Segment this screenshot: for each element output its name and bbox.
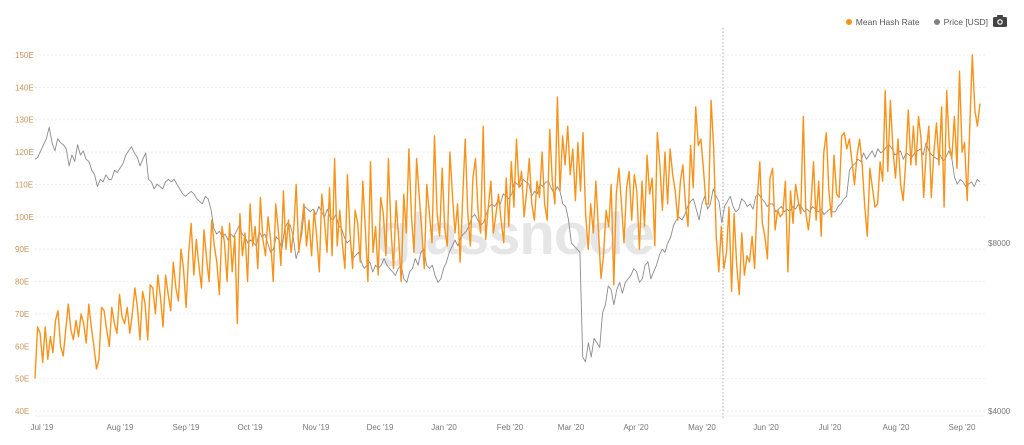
y2-tick-label: $4000 xyxy=(988,407,1011,416)
legend-item-hash-rate[interactable]: Mean Hash Rate xyxy=(845,17,920,27)
x-tick-label: Dec '19 xyxy=(367,423,394,432)
x-tick-label: May '20 xyxy=(688,423,716,432)
price-dot-icon xyxy=(933,19,940,25)
y-tick-label: 70E xyxy=(15,310,29,319)
y-tick-label: 120E xyxy=(15,148,34,157)
legend-label-hash-rate: Mean Hash Rate xyxy=(855,17,920,27)
x-tick-label: Sep '20 xyxy=(949,423,976,432)
y-tick-label: 60E xyxy=(15,342,29,351)
export-image-button[interactable] xyxy=(992,14,1008,28)
y-tick-label: 150E xyxy=(15,51,34,60)
hash-rate-dot-icon xyxy=(845,19,852,25)
y-axis-left: 40E 50E 60E 70E 80E 90E 100E 110E 120E 130E 140E 15… xyxy=(15,51,34,416)
x-tick-label: Jul '20 xyxy=(819,423,842,432)
x-tick-label: Jan '20 xyxy=(431,423,457,432)
y-tick-label: 140E xyxy=(15,83,34,92)
y-tick-label: 40E xyxy=(15,407,29,416)
x-tick-label: Apr '20 xyxy=(623,423,649,432)
x-tick-label: Oct '19 xyxy=(237,423,263,432)
legend-label-price: Price [USD] xyxy=(943,17,988,27)
y-tick-label: 110E xyxy=(15,180,33,189)
x-tick-label: Aug '19 xyxy=(107,423,134,432)
hash-rate-series-line[interactable] xyxy=(34,54,981,379)
y-tick-label: 80E xyxy=(15,278,29,287)
y-tick-label: 90E xyxy=(15,245,29,254)
x-axis: Jul '19 Aug '19 Sep '19 Oct '19 Nov '19 Dec '… xyxy=(31,415,985,432)
camera-icon xyxy=(993,15,1007,27)
x-tick-label: Mar '20 xyxy=(558,423,585,432)
x-tick-label: Jun '20 xyxy=(753,423,779,432)
legend-item-price[interactable]: Price [USD] xyxy=(933,17,988,27)
y-tick-label: 100E xyxy=(15,213,34,222)
y-tick-label: 130E xyxy=(15,116,34,125)
x-tick-label: Aug '20 xyxy=(883,423,910,432)
x-tick-label: Feb '20 xyxy=(497,423,524,432)
x-tick-label: Nov '19 xyxy=(303,423,330,432)
y-tick-label: 50E xyxy=(15,375,29,384)
x-tick-label: Sep '19 xyxy=(173,423,200,432)
y2-tick-label: $8000 xyxy=(988,239,1011,248)
x-tick-label: Jul '19 xyxy=(31,423,54,432)
y-axis-right: $4000 $8000 xyxy=(988,239,1011,416)
legend: Mean Hash Rate Price [USD] xyxy=(845,17,988,27)
